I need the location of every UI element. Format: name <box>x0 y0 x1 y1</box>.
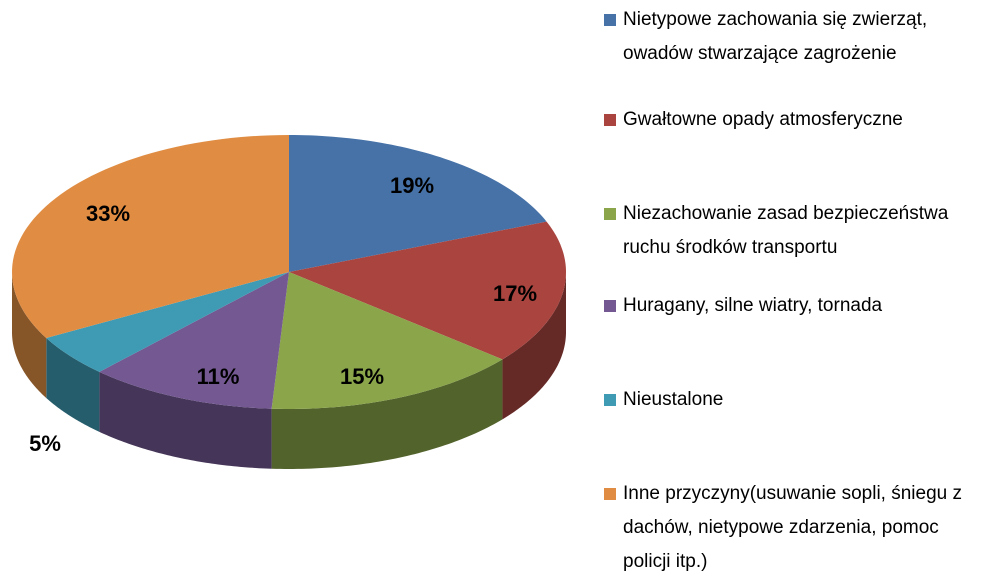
slice <box>12 135 289 339</box>
legend-item: Nieustalone <box>604 383 984 417</box>
legend-label: Gwałtowne opady atmosferyczne <box>623 109 903 130</box>
legend-item: Niezachowanie zasad bezpieczeństwa ruchu… <box>604 197 984 265</box>
legend-label: Inne przyczyny(usuwanie sopli, śniegu z … <box>623 483 963 572</box>
chart: 19% 17% 15% 11% 5% 33% <box>12 135 566 469</box>
data-label: 15% <box>340 364 384 389</box>
data-label: 11% <box>197 364 240 389</box>
legend-label: Huragany, silne wiatry, tornada <box>623 295 883 316</box>
slice-side <box>271 359 503 469</box>
legend-label: Niezachowanie zasad bezpieczeństwa ruchu… <box>623 203 949 258</box>
legend-item: Nietypowe zachowania się zwierząt, owadó… <box>604 3 984 71</box>
legend-swatch <box>604 394 616 406</box>
legend-item: Huragany, silne wiatry, tornada <box>604 289 984 323</box>
legend-item: Gwałtowne opady atmosferyczne <box>604 103 984 137</box>
legend-swatch <box>604 300 616 312</box>
data-label: 33% <box>86 201 130 226</box>
slice-side <box>99 371 272 469</box>
slice-side <box>502 272 566 420</box>
slice <box>99 272 289 409</box>
slice <box>46 272 290 372</box>
slice <box>289 221 566 360</box>
legend-swatch <box>604 488 616 500</box>
data-label: 17% <box>493 281 537 306</box>
legend-swatch <box>604 208 616 220</box>
slice <box>289 135 547 272</box>
data-label: 5% <box>29 431 61 456</box>
legend-label: Nietypowe zachowania się zwierząt, owadó… <box>623 9 928 64</box>
slice-side <box>46 338 100 432</box>
slice <box>271 272 503 409</box>
legend-label: Nieustalone <box>623 389 724 410</box>
legend-item: Inne przyczyny(usuwanie sopli, śniegu z … <box>604 477 984 579</box>
slice-side <box>12 272 47 399</box>
legend-swatch <box>604 14 616 26</box>
data-label: 19% <box>390 173 434 198</box>
legend-swatch <box>604 114 616 126</box>
